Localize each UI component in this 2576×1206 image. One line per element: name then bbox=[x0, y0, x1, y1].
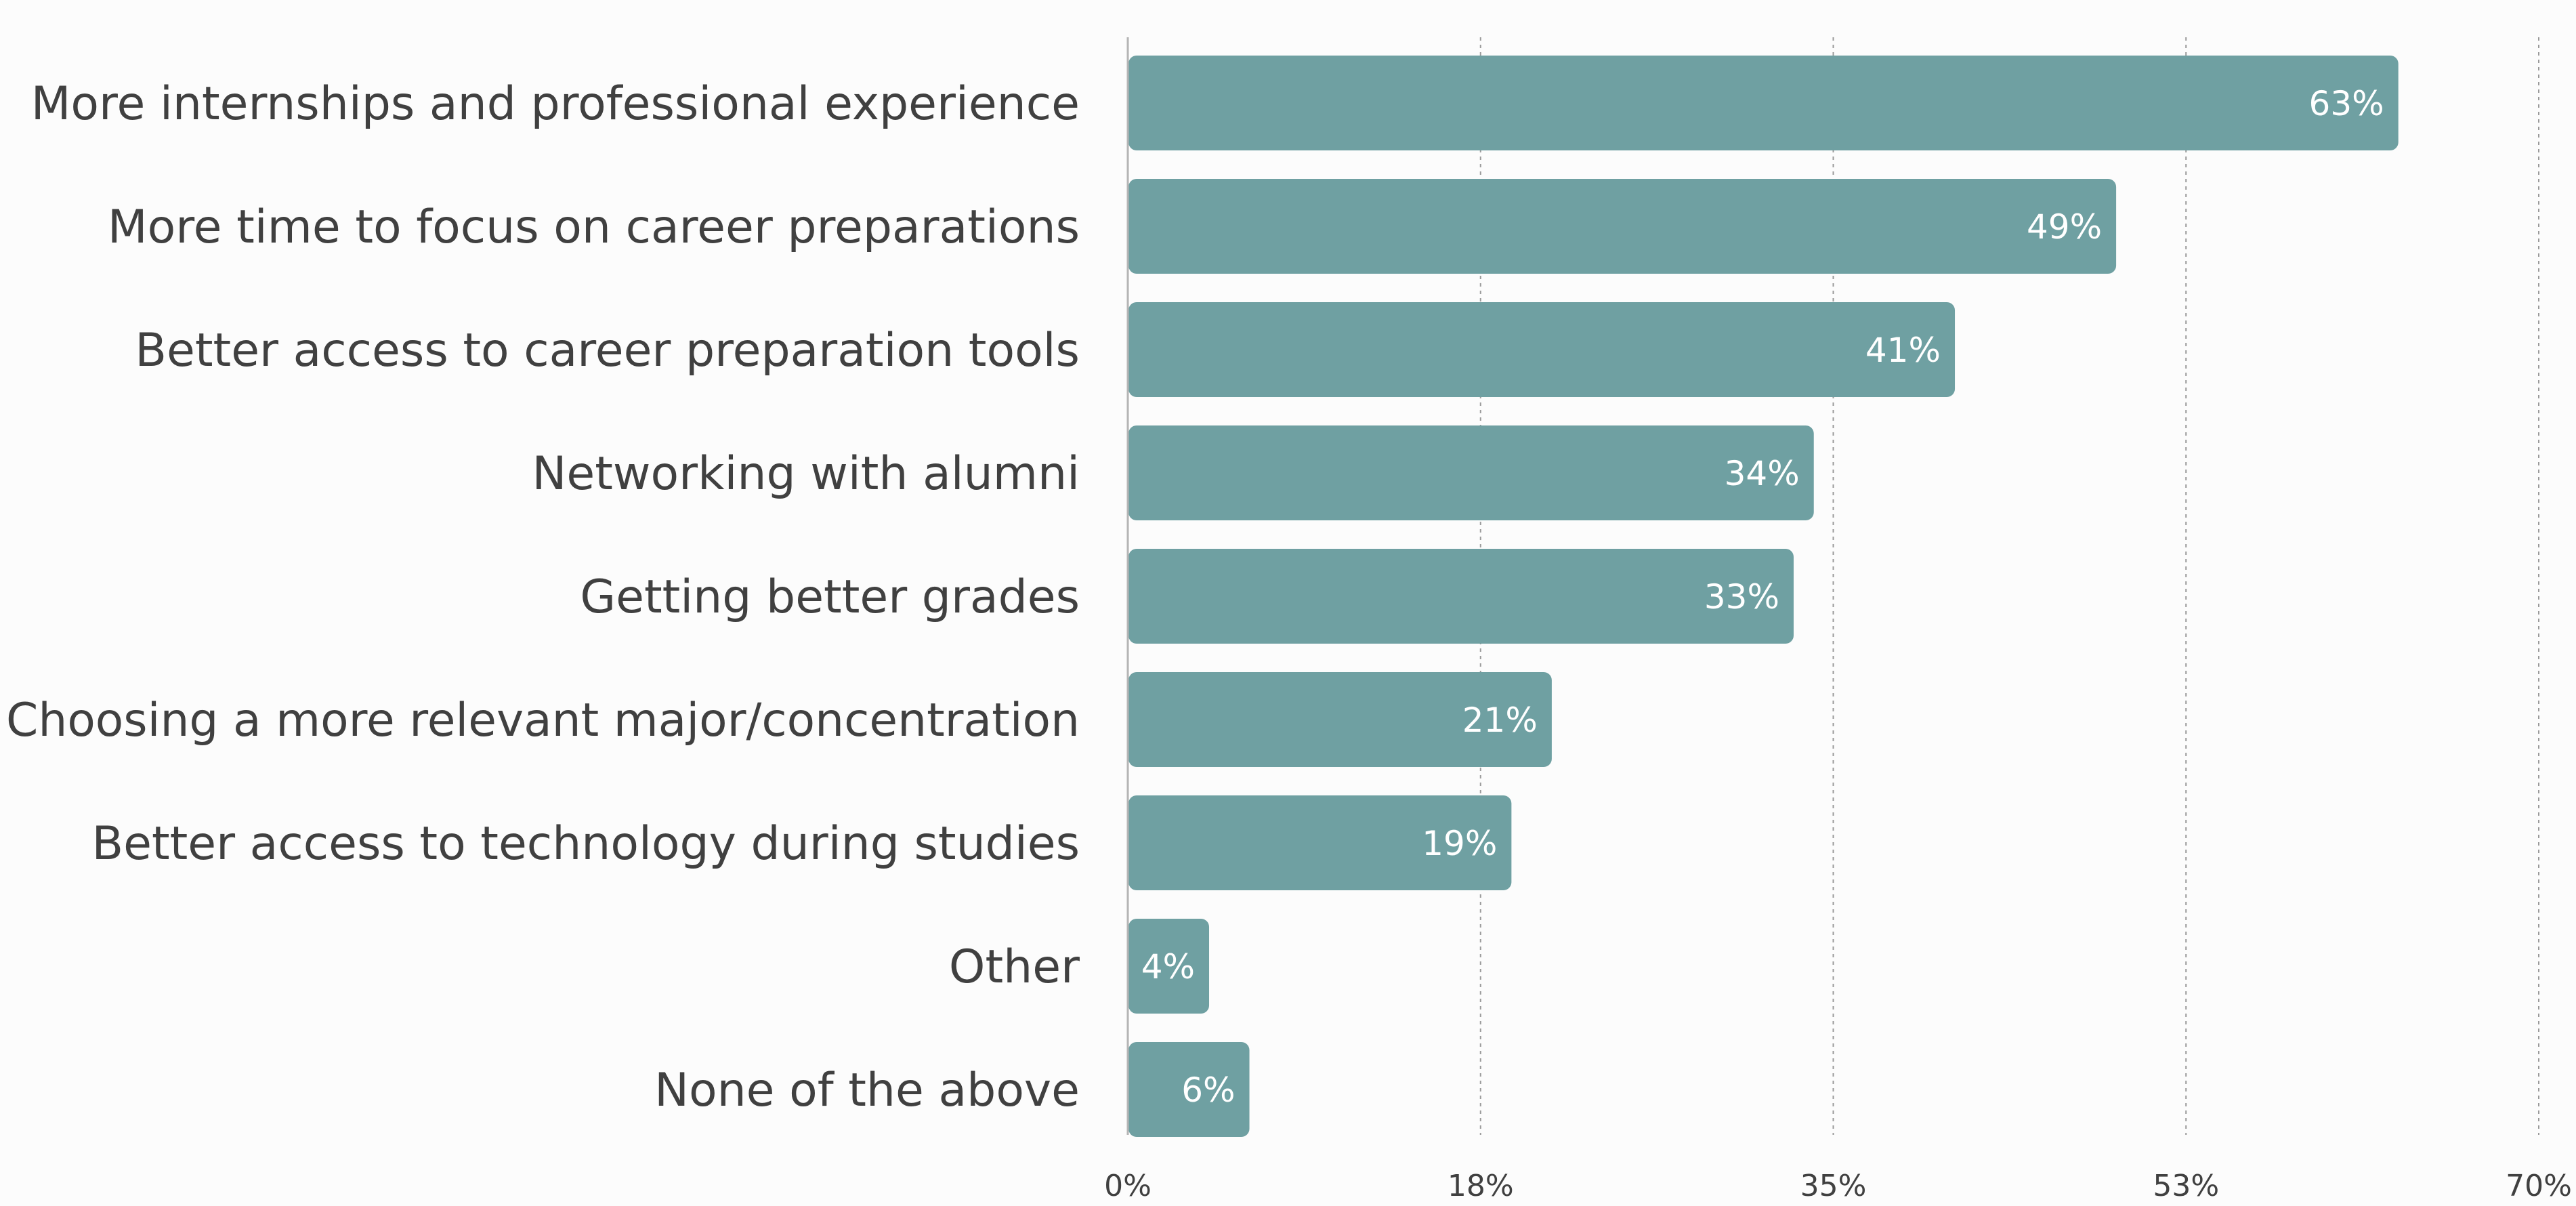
x-tick-label: 70% bbox=[2506, 1169, 2572, 1203]
bar bbox=[1128, 179, 2117, 274]
bar bbox=[1128, 425, 1814, 520]
category-label: More internships and professional experi… bbox=[31, 77, 1080, 131]
category-label: More time to focus on career preparation… bbox=[108, 201, 1080, 254]
bar bbox=[1128, 549, 1794, 644]
x-tick-label: 53% bbox=[2153, 1169, 2219, 1203]
bar bbox=[1128, 56, 2399, 150]
bar-value-label: 19% bbox=[1422, 824, 1497, 863]
category-label: None of the above bbox=[654, 1064, 1080, 1117]
bars: 63% 49% 41% 34% 33% 21% 19% 4% 6% bbox=[1128, 56, 2399, 1137]
category-label: Networking with alumni bbox=[532, 447, 1080, 501]
bar bbox=[1128, 302, 1956, 397]
bar-value-label: 6% bbox=[1181, 1070, 1235, 1110]
bar bbox=[1128, 795, 1512, 890]
category-label: Choosing a more relevant major/concentra… bbox=[6, 694, 1080, 747]
bar-value-label: 4% bbox=[1141, 947, 1195, 986]
category-labels: More internships and professional experi… bbox=[6, 77, 1080, 1117]
bar-value-label: 21% bbox=[1462, 701, 1538, 740]
category-label: Other bbox=[949, 940, 1080, 994]
category-label: Getting better grades bbox=[580, 570, 1080, 624]
x-axis-ticks: 0% 18% 35% 53% 70% bbox=[1104, 1169, 2572, 1203]
category-label: Better access to technology during studi… bbox=[91, 817, 1080, 871]
x-tick-label: 18% bbox=[1448, 1169, 1514, 1203]
bar-value-label: 41% bbox=[1865, 331, 1941, 370]
bar bbox=[1128, 1042, 1250, 1137]
bar-value-label: 33% bbox=[1704, 577, 1779, 617]
bar-value-label: 34% bbox=[1725, 454, 1800, 493]
bar bbox=[1128, 919, 1210, 1014]
category-label: Better access to career preparation tool… bbox=[135, 324, 1080, 377]
x-tick-label: 35% bbox=[1800, 1169, 1867, 1203]
bar bbox=[1128, 672, 1552, 767]
bar-value-label: 63% bbox=[2309, 84, 2384, 123]
x-tick-label: 0% bbox=[1104, 1169, 1152, 1203]
bar-value-label: 49% bbox=[2027, 207, 2102, 247]
